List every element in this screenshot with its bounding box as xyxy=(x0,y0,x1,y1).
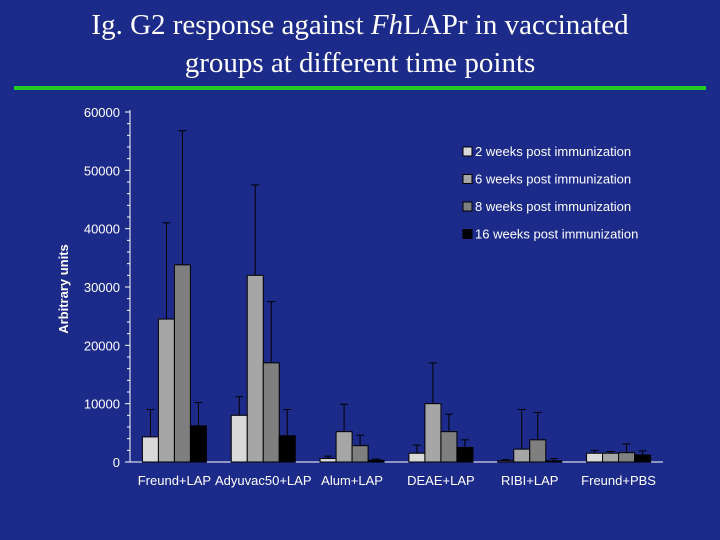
legend-entry: 6 weeks post immunization xyxy=(475,172,631,187)
title-part2: LAPr in vaccinated xyxy=(403,9,629,41)
bar xyxy=(319,458,337,463)
title-part1: Ig. G2 response against xyxy=(91,9,371,41)
legend-entry: 2 weeks post immunization xyxy=(475,144,631,159)
y-tick-label: 10000 xyxy=(84,397,120,412)
bar xyxy=(618,452,636,463)
y-tick-label: 50000 xyxy=(84,163,120,178)
x-category-label: DEAE+LAP xyxy=(407,473,475,488)
bar xyxy=(634,454,652,463)
bar xyxy=(262,362,280,463)
legend-swatch xyxy=(462,146,473,157)
legend-swatch xyxy=(462,201,473,212)
x-category-label: Freund+PBS xyxy=(581,473,656,488)
bar xyxy=(230,414,248,463)
bars xyxy=(141,130,652,463)
y-tick-label: 20000 xyxy=(84,338,120,353)
bar xyxy=(408,452,426,463)
y-tick-label: 30000 xyxy=(84,280,120,295)
x-category-label: Adyuvac50+LAP xyxy=(215,473,311,488)
bar xyxy=(440,431,458,463)
axes: 0 10000 20000 30000 40000 50000 60000 Freund+LA… xyxy=(84,105,663,488)
legend-entry: 16 weeks post immunization xyxy=(475,227,638,242)
legend-swatch xyxy=(462,229,473,239)
title-italic: Fh xyxy=(370,9,404,41)
legend: 2 weeks post immunization 6 weeks post im… xyxy=(462,144,638,242)
title-divider xyxy=(14,86,706,90)
bar xyxy=(141,436,159,463)
bar xyxy=(335,431,353,463)
bar xyxy=(545,460,563,463)
bar xyxy=(173,264,191,463)
chart-title: Ig. G2 response against FhLAPr in vaccin… xyxy=(0,6,720,82)
bar xyxy=(367,459,385,463)
bar xyxy=(513,448,531,463)
y-tick-label: 0 xyxy=(113,455,120,470)
bar xyxy=(456,446,474,463)
chart-title-line2: groups at different time points xyxy=(184,47,536,79)
bar xyxy=(351,445,369,463)
bar xyxy=(424,403,442,463)
legend-swatch xyxy=(462,174,473,184)
bar xyxy=(278,435,296,463)
chart-title-line1: Ig. G2 response against FhLAPr in vaccin… xyxy=(0,6,720,44)
y-tick-label: 40000 xyxy=(84,222,120,237)
bar xyxy=(246,274,264,463)
legend-entry: 8 weeks post immunization xyxy=(475,199,631,214)
bar xyxy=(157,318,175,463)
x-category-label: Freund+LAP xyxy=(138,473,211,488)
x-category-label: Alum+LAP xyxy=(321,473,383,488)
bar xyxy=(602,452,620,463)
y-tick-label: 60000 xyxy=(84,105,120,120)
x-category-label: RIBI+LAP xyxy=(501,473,558,488)
bar xyxy=(497,460,515,463)
bar xyxy=(529,439,547,463)
y-axis-label: Arbitrary units xyxy=(56,244,71,334)
bar xyxy=(189,425,207,463)
bar xyxy=(586,452,604,463)
